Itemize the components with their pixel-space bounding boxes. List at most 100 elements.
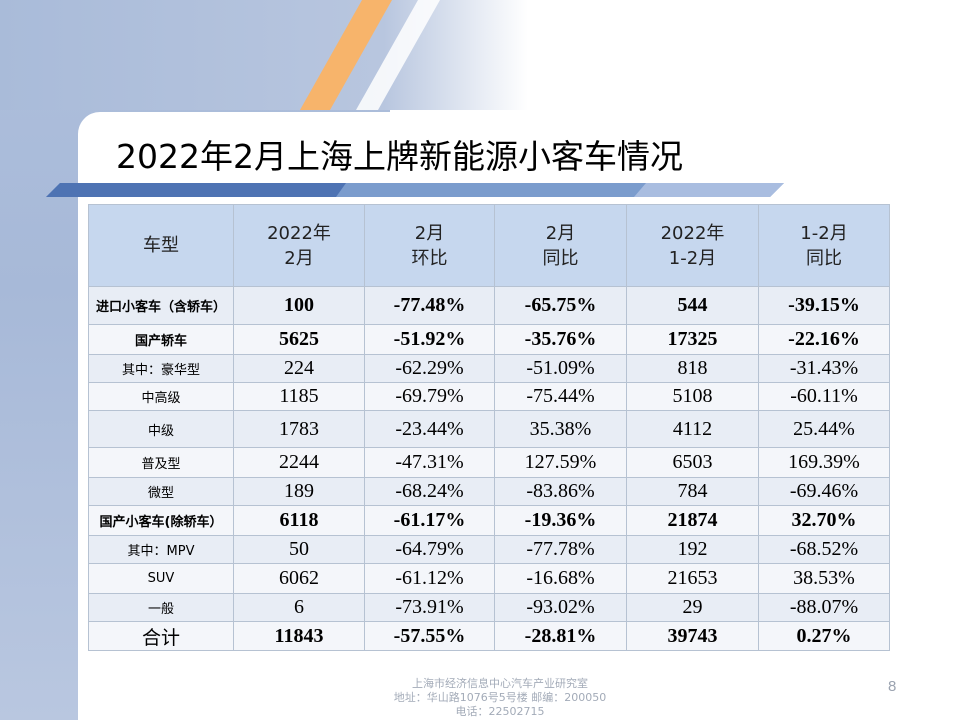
- row-label: 中高级: [88, 382, 234, 411]
- cell-value: 25.44%: [758, 410, 890, 448]
- cell-value: -51.92%: [364, 324, 495, 355]
- cell-value: -75.44%: [494, 382, 627, 411]
- cell-value: -69.46%: [758, 477, 890, 506]
- row-label: 合计: [88, 621, 234, 651]
- cell-value: 2244: [233, 447, 365, 478]
- row-label: 进口小客车（含轿车）: [88, 286, 234, 325]
- cell-value: 189: [233, 477, 365, 506]
- row-label: 一般: [88, 593, 234, 622]
- cell-value: -68.52%: [758, 535, 890, 564]
- cell-value: -73.91%: [364, 593, 495, 622]
- table-header-row: 车型 2022年 2月 2月 环比 2月 同比 2022年 1-2月 1-2月 同比: [88, 204, 890, 287]
- page-title: 2022年2月上海上牌新能源小客车情况: [116, 137, 683, 176]
- cell-value: 818: [626, 354, 759, 383]
- cell-value: 100: [233, 286, 365, 325]
- cell-value: 5108: [626, 382, 759, 411]
- orange-stripe: [300, 0, 392, 110]
- footer-org: 上海市经济信息中心汽车产业研究室: [412, 677, 588, 690]
- footer: 上海市经济信息中心汽车产业研究室 地址：华山路1076号5号楼 邮编：20005…: [360, 677, 640, 719]
- table-row: 微型 189 -68.24% -83.86% 784 -69.46%: [88, 477, 890, 506]
- cell-value: -19.36%: [494, 505, 627, 536]
- cell-value: -47.31%: [364, 447, 495, 478]
- row-label: 国产小客车(除轿车）: [88, 505, 234, 536]
- cell-value: 50: [233, 535, 365, 564]
- cell-value: 224: [233, 354, 365, 383]
- row-label: 普及型: [88, 447, 234, 478]
- cell-value: -60.11%: [758, 382, 890, 411]
- footer-address: 地址：华山路1076号5号楼 邮编：200050: [393, 691, 607, 704]
- cell-value: 1783: [233, 410, 365, 448]
- header-feb-yoy: 2月 同比: [494, 204, 627, 287]
- table-row: 其中：豪华型 224 -62.29% -51.09% 818 -31.43%: [88, 354, 890, 383]
- cell-value: -77.48%: [364, 286, 495, 325]
- white-stripe: [356, 0, 440, 110]
- cell-value: -68.24%: [364, 477, 495, 506]
- cell-value: 192: [626, 535, 759, 564]
- table-row: 国产轿车 5625 -51.92% -35.76% 17325 -22.16%: [88, 324, 890, 355]
- footer-phone: 电话：22502715: [455, 705, 545, 718]
- cell-value: -61.12%: [364, 563, 495, 594]
- row-label: 国产轿车: [88, 324, 234, 355]
- cell-value: 5625: [233, 324, 365, 355]
- cell-value: 17325: [626, 324, 759, 355]
- cell-value: -69.79%: [364, 382, 495, 411]
- header-feb-2022: 2022年 2月: [233, 204, 365, 287]
- cell-value: 11843: [233, 621, 365, 651]
- cell-value: -64.79%: [364, 535, 495, 564]
- cell-value: 21653: [626, 563, 759, 594]
- cell-value: 1185: [233, 382, 365, 411]
- table-row: 其中：MPV 50 -64.79% -77.78% 192 -68.52%: [88, 535, 890, 564]
- cell-value: 6: [233, 593, 365, 622]
- table-row: SUV 6062 -61.12% -16.68% 21653 38.53%: [88, 563, 890, 594]
- cell-value: -57.55%: [364, 621, 495, 651]
- cell-value: -51.09%: [494, 354, 627, 383]
- cell-value: 127.59%: [494, 447, 627, 478]
- cell-value: 29: [626, 593, 759, 622]
- cell-value: 6062: [233, 563, 365, 594]
- cell-value: -28.81%: [494, 621, 627, 651]
- cell-value: -77.78%: [494, 535, 627, 564]
- cell-value: -22.16%: [758, 324, 890, 355]
- cell-value: 6118: [233, 505, 365, 536]
- cell-value: 6503: [626, 447, 759, 478]
- cell-value: -39.15%: [758, 286, 890, 325]
- table-row: 国产小客车(除轿车） 6118 -61.17% -19.36% 21874 32.70%: [88, 505, 890, 536]
- table-row: 中级 1783 -23.44% 35.38% 4112 25.44%: [88, 410, 890, 448]
- cell-value: 32.70%: [758, 505, 890, 536]
- header-jan-feb-yoy: 1-2月 同比: [758, 204, 890, 287]
- cell-value: -16.68%: [494, 563, 627, 594]
- row-label: 中级: [88, 410, 234, 448]
- table-row: 合计 11843 -57.55% -28.81% 39743 0.27%: [88, 621, 890, 651]
- cell-value: 784: [626, 477, 759, 506]
- header-feb-mom: 2月 环比: [364, 204, 495, 287]
- table-row: 一般 6 -73.91% -93.02% 29 -88.07%: [88, 593, 890, 622]
- cell-value: 21874: [626, 505, 759, 536]
- cell-value: -93.02%: [494, 593, 627, 622]
- cell-value: -65.75%: [494, 286, 627, 325]
- row-label: 其中：豪华型: [88, 354, 234, 383]
- cell-value: 0.27%: [758, 621, 890, 651]
- cell-value: -23.44%: [364, 410, 495, 448]
- cell-value: -61.17%: [364, 505, 495, 536]
- header-model: 车型: [88, 204, 234, 287]
- row-label: 其中：MPV: [88, 535, 234, 564]
- cell-value: -62.29%: [364, 354, 495, 383]
- cell-value: 39743: [626, 621, 759, 651]
- table-row: 进口小客车（含轿车） 100 -77.48% -65.75% 544 -39.15%: [88, 286, 890, 325]
- cell-value: 4112: [626, 410, 759, 448]
- cell-value: 35.38%: [494, 410, 627, 448]
- cell-value: -35.76%: [494, 324, 627, 355]
- cell-value: -83.86%: [494, 477, 627, 506]
- row-label: SUV: [88, 563, 234, 594]
- cell-value: 38.53%: [758, 563, 890, 594]
- header-jan-feb-2022: 2022年 1-2月: [626, 204, 759, 287]
- page-number: 8: [888, 678, 897, 695]
- data-table: 车型 2022年 2月 2月 环比 2月 同比 2022年 1-2月 1-2月 同比 进口…: [88, 204, 890, 651]
- table-row: 普及型 2244 -47.31% 127.59% 6503 169.39%: [88, 447, 890, 478]
- cell-value: 544: [626, 286, 759, 325]
- cell-value: -88.07%: [758, 593, 890, 622]
- background-top: [0, 0, 960, 110]
- cell-value: -31.43%: [758, 354, 890, 383]
- table-row: 中高级 1185 -69.79% -75.44% 5108 -60.11%: [88, 382, 890, 411]
